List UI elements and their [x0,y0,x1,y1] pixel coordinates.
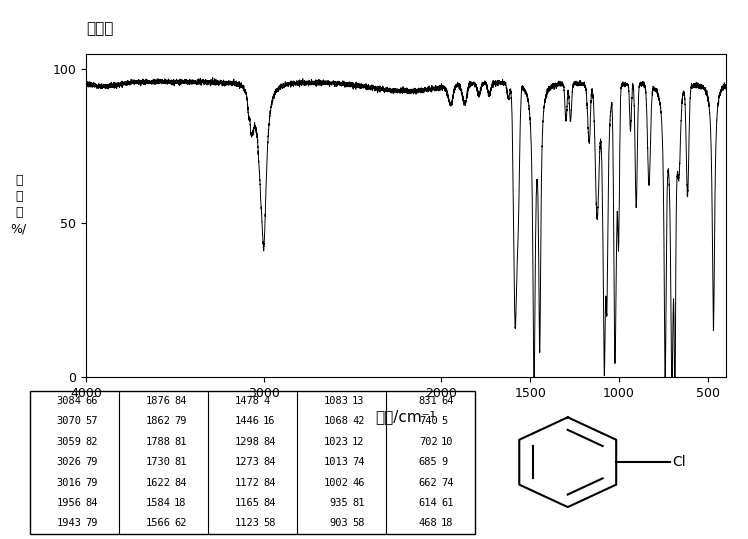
Text: 12: 12 [352,437,364,447]
Text: 42: 42 [352,417,364,426]
Text: 1478: 1478 [235,396,260,406]
Text: 702: 702 [419,437,438,447]
Text: 1566: 1566 [146,519,171,528]
Text: 84: 84 [263,478,275,488]
Text: 57: 57 [85,417,97,426]
Text: 1023: 1023 [324,437,349,447]
Text: 3059: 3059 [57,437,82,447]
Text: 84: 84 [85,498,97,508]
Text: 81: 81 [174,437,186,447]
Text: 1876: 1876 [146,396,171,406]
Text: 9: 9 [441,457,447,467]
Text: 685: 685 [419,457,438,467]
Text: 1273: 1273 [235,457,260,467]
Text: 614: 614 [419,498,438,508]
Text: 1068: 1068 [324,417,349,426]
Text: 79: 79 [85,519,97,528]
Text: 84: 84 [263,457,275,467]
Text: 74: 74 [441,478,453,488]
Text: 10: 10 [441,437,453,447]
Text: 1622: 1622 [146,478,171,488]
Text: 1956: 1956 [57,498,82,508]
Text: 3084: 3084 [57,396,82,406]
Text: 79: 79 [85,457,97,467]
Text: 831: 831 [419,396,438,406]
Text: 1730: 1730 [146,457,171,467]
Text: 16: 16 [263,417,275,426]
Text: 1862: 1862 [146,417,171,426]
Text: 波数/cm⁻¹: 波数/cm⁻¹ [375,410,436,425]
Text: 58: 58 [263,519,275,528]
Text: 79: 79 [174,417,186,426]
Text: 79: 79 [85,478,97,488]
Text: 82: 82 [85,437,97,447]
Text: 18: 18 [441,519,453,528]
Text: 84: 84 [263,437,275,447]
Text: 662: 662 [419,478,438,488]
Text: 61: 61 [441,498,453,508]
Text: 903: 903 [330,519,349,528]
Text: 3016: 3016 [57,478,82,488]
Text: 1298: 1298 [235,437,260,447]
Text: 1943: 1943 [57,519,82,528]
Text: 1083: 1083 [324,396,349,406]
Text: 1002: 1002 [324,478,349,488]
Text: 1165: 1165 [235,498,260,508]
Text: 3026: 3026 [57,457,82,467]
Text: 468: 468 [419,519,438,528]
Text: 84: 84 [263,498,275,508]
Text: 1584: 1584 [146,498,171,508]
Text: Cl: Cl [672,455,686,469]
Text: 透
过
率
%/: 透 过 率 %/ [10,174,27,236]
Text: 1123: 1123 [235,519,260,528]
Text: 66: 66 [85,396,97,406]
Text: 46: 46 [352,478,364,488]
Text: 1788: 1788 [146,437,171,447]
Text: 81: 81 [352,498,364,508]
Text: 13: 13 [352,396,364,406]
Text: 740: 740 [419,417,438,426]
Text: 1172: 1172 [235,478,260,488]
Text: 74: 74 [352,457,364,467]
Text: 1446: 1446 [235,417,260,426]
Text: 4: 4 [263,396,269,406]
Text: 84: 84 [174,396,186,406]
Text: 62: 62 [174,519,186,528]
Text: 1013: 1013 [324,457,349,467]
Text: 81: 81 [174,457,186,467]
Text: 935: 935 [330,498,349,508]
Text: 18: 18 [174,498,186,508]
Text: 5: 5 [441,417,447,426]
Text: 薄膜法: 薄膜法 [86,22,114,37]
Text: 64: 64 [441,396,453,406]
Text: 3070: 3070 [57,417,82,426]
Text: 84: 84 [174,478,186,488]
Text: 58: 58 [352,519,364,528]
